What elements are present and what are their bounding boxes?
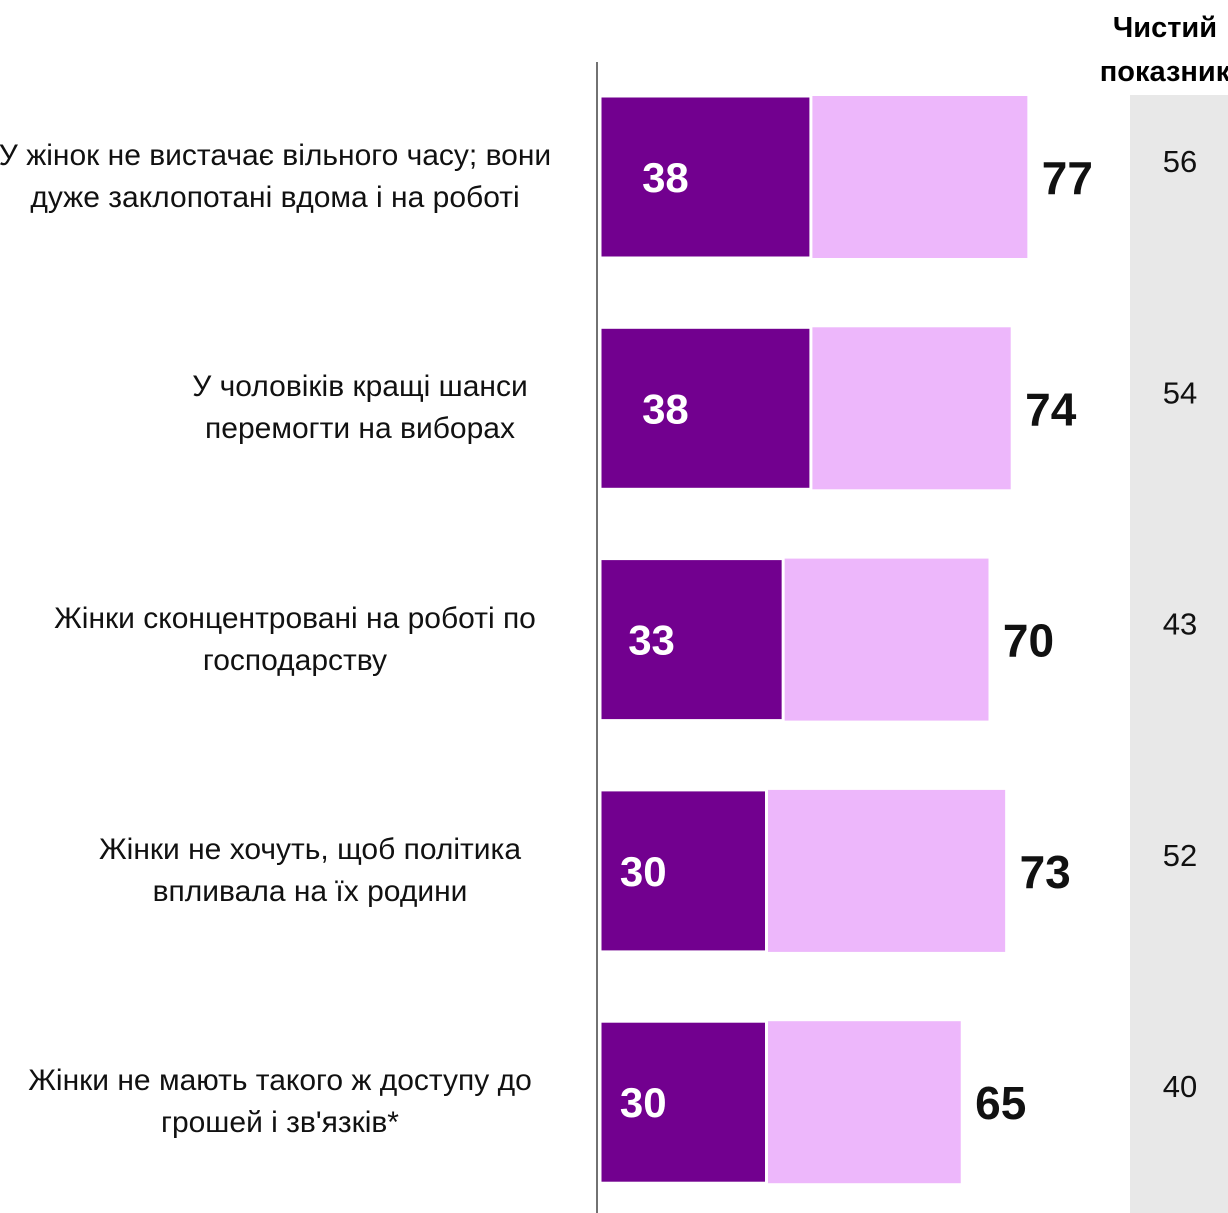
category-label: У жінок не вистачає вільного часу; вони … xyxy=(0,139,552,214)
category-label: Жінки не мають такого ж доступу до гроше… xyxy=(28,1064,532,1140)
bar xyxy=(598,1019,768,1185)
total-label: 77 xyxy=(1042,152,1093,204)
net-value: 54 xyxy=(1163,375,1197,410)
bar-label: 38 xyxy=(642,385,689,432)
bar xyxy=(598,788,768,954)
net-value: 52 xyxy=(1163,838,1197,873)
bar xyxy=(598,557,785,723)
bar-label: 30 xyxy=(620,848,667,895)
net-value: 43 xyxy=(1163,607,1197,642)
net-value: 40 xyxy=(1163,1069,1197,1104)
net-title: Чистий показник xyxy=(1099,12,1228,88)
bar-label: 38 xyxy=(642,154,689,201)
bar-label: 33 xyxy=(628,617,675,664)
net-value: 56 xyxy=(1163,144,1197,179)
total-label: 74 xyxy=(1025,383,1077,435)
net-background xyxy=(1130,95,1228,1213)
total-label: 73 xyxy=(1020,846,1071,898)
bar xyxy=(598,94,813,260)
total-label: 65 xyxy=(975,1077,1026,1129)
bar xyxy=(598,325,813,491)
bar-label: 30 xyxy=(620,1079,667,1126)
total-label: 70 xyxy=(1003,615,1054,667)
category-label: Жінки сконцентровані на роботі по господ… xyxy=(54,601,536,677)
category-label: У чоловіків кращі шанси перемогти на виб… xyxy=(192,370,528,446)
category-label: Жінки не хочуть, щоб політика впливала н… xyxy=(98,832,522,908)
